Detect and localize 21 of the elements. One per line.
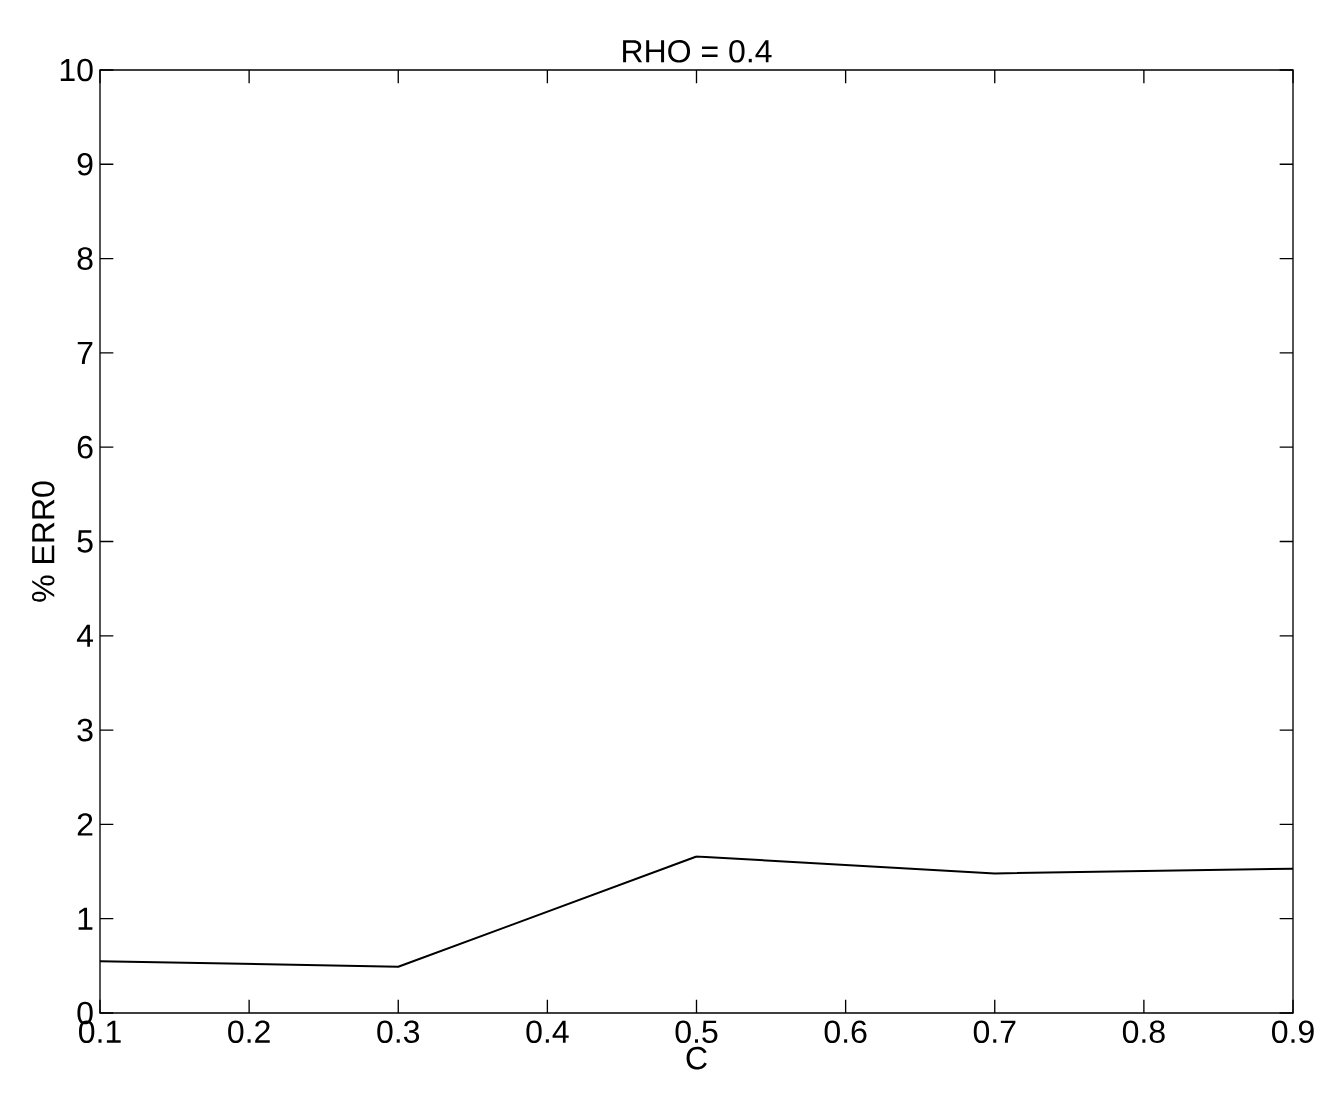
y-axis-title: % ERR0	[31, 481, 55, 602]
x-tick-label: 0.8	[1122, 1020, 1165, 1044]
y-tick-label: 8	[77, 247, 93, 270]
y-tick-label: 9	[77, 152, 93, 176]
y-tick-label: 6	[77, 435, 93, 459]
y-tick-label: 5	[77, 530, 93, 553]
y-tick-label: 7	[77, 341, 93, 364]
y-tick-label: 10	[60, 58, 93, 82]
x-tick-label: 0.5	[675, 1020, 718, 1044]
x-axis-title: C	[686, 1046, 707, 1070]
x-tick-label: 0.3	[377, 1020, 420, 1044]
y-tick-label: 4	[76, 624, 94, 647]
x-tick-label: 0.9	[1272, 1020, 1314, 1044]
x-tick-label: 0.6	[824, 1020, 867, 1044]
y-tick-label: 2	[77, 813, 93, 836]
x-tick-label: 0.4	[526, 1020, 569, 1044]
x-tick-label: 0.2	[228, 1020, 270, 1044]
chart-title: RHO = 0.4	[623, 39, 772, 63]
x-tick-label: 0.7	[973, 1020, 1016, 1044]
y-tick-label: 1	[78, 907, 93, 930]
y-tick-label: 3	[77, 718, 93, 742]
